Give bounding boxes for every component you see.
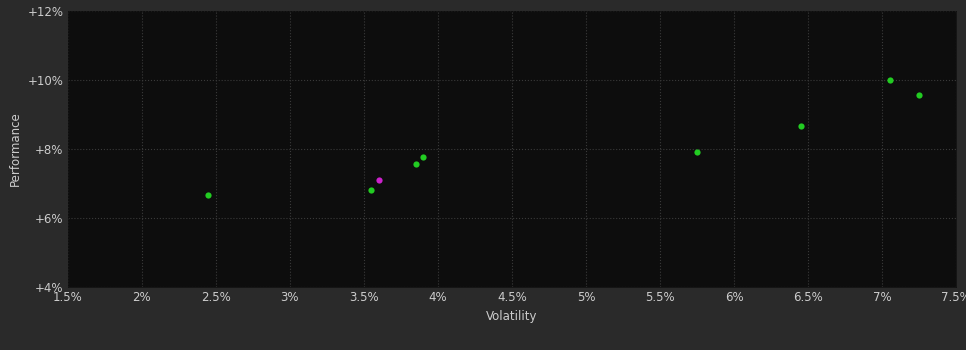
X-axis label: Volatility: Volatility <box>486 310 538 323</box>
Point <box>882 77 897 83</box>
Point <box>201 193 216 198</box>
Point <box>690 149 705 155</box>
Point <box>415 155 431 160</box>
Point <box>793 124 809 129</box>
Point <box>408 161 423 167</box>
Point <box>912 92 927 98</box>
Point <box>371 177 386 183</box>
Point <box>363 188 379 193</box>
Y-axis label: Performance: Performance <box>9 111 22 186</box>
